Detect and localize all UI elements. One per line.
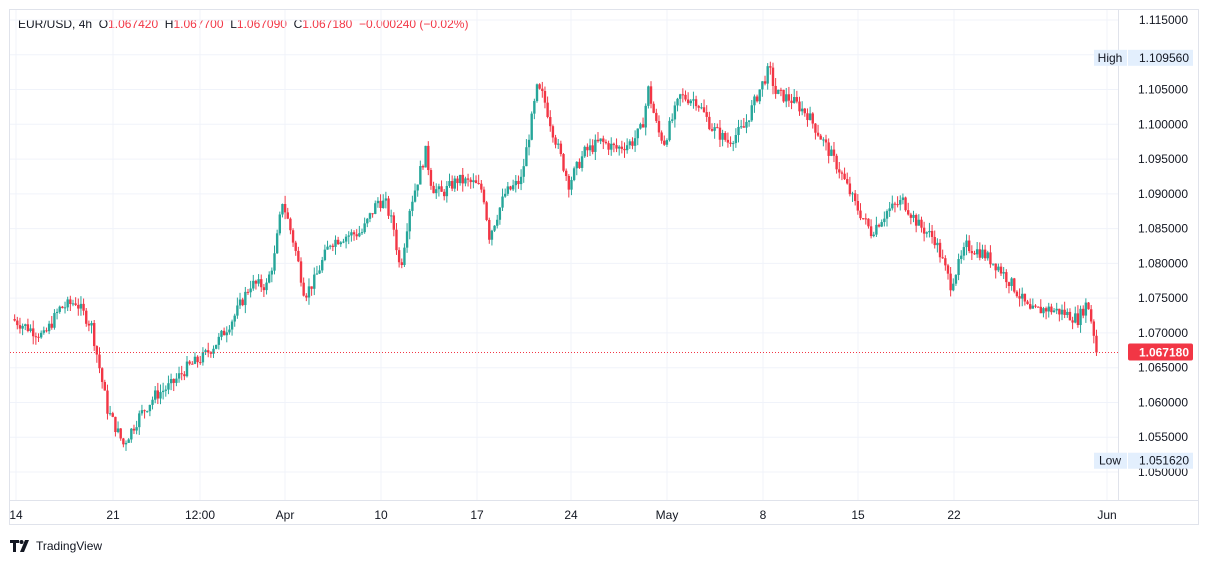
- brand-label: TradingView: [36, 539, 103, 553]
- legend-interval[interactable]: 4h: [78, 17, 93, 31]
- legend-high: 1.067700: [173, 17, 224, 31]
- tradingview-brand[interactable]: TradingView: [10, 539, 102, 553]
- legend-change: −0.000240 (−0.02%): [359, 17, 469, 31]
- chart-frame: [9, 9, 1199, 525]
- legend-close: 1.067180: [302, 17, 353, 31]
- legend-symbol[interactable]: EUR/USD: [18, 17, 73, 31]
- ohlc-legend: EUR/USD, 4h O1.067420 H1.067700 L1.06709…: [18, 17, 469, 31]
- legend-close-label: C: [293, 17, 303, 31]
- legend-open-label: O: [98, 17, 109, 31]
- legend-low: 1.067090: [236, 17, 287, 31]
- tradingview-logo-icon: [10, 540, 29, 552]
- legend-low-label: L: [230, 17, 237, 31]
- legend-high-label: H: [164, 17, 174, 31]
- legend-open: 1.067420: [108, 17, 159, 31]
